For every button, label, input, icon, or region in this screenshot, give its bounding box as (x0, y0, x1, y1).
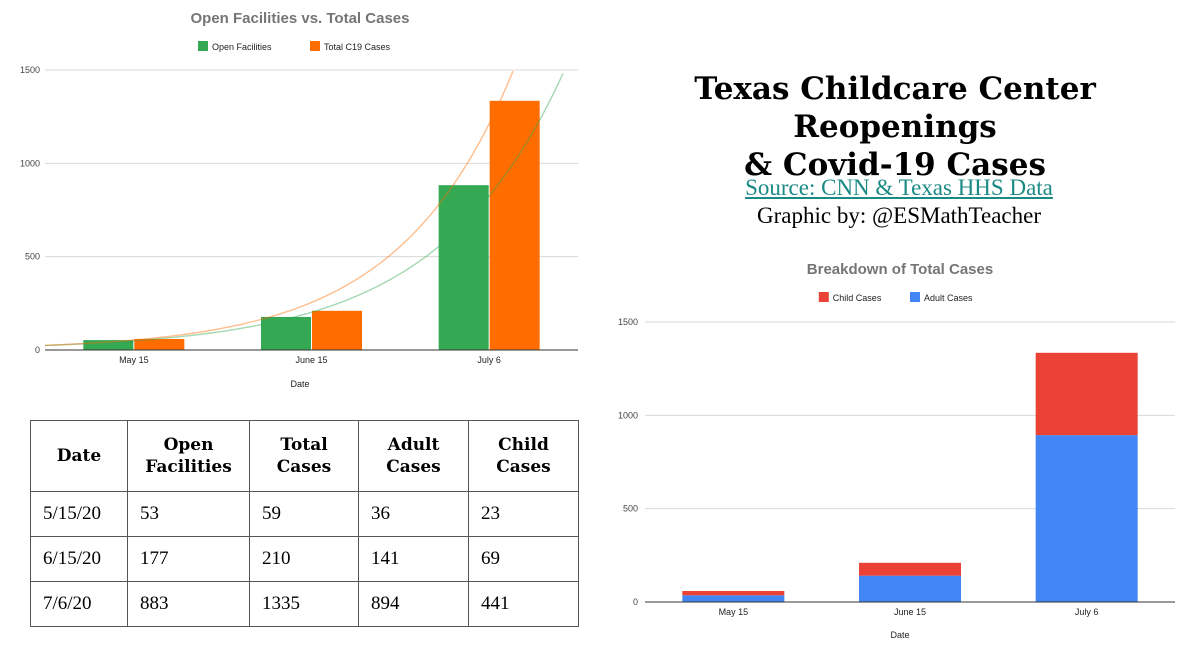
bar (83, 340, 134, 350)
x-tick-label: May 15 (719, 607, 749, 617)
y-tick-label: 500 (623, 504, 638, 514)
source-link[interactable]: Source: CNN & Texas HHS Data (745, 175, 1053, 200)
chart-title: Breakdown of Total Cases (807, 261, 993, 278)
legend-swatch (910, 292, 920, 302)
headline-line-1: Texas Childcare Center Reopenings (694, 71, 1096, 145)
graphic-credit: Graphic by: @ESMathTeacher (757, 203, 1041, 228)
legend-label: Child Cases (833, 293, 882, 303)
bar (1035, 435, 1138, 602)
cell-adult-cases: 36 (358, 491, 469, 537)
y-tick-label: 1500 (618, 317, 638, 327)
x-tick-label: June 15 (894, 607, 926, 617)
bar (682, 595, 785, 602)
legend-label: Open Facilities (212, 42, 272, 52)
legend-swatch (310, 41, 320, 51)
header-child-cases: Child Cases (468, 420, 579, 492)
cases-table: Date Open Facilities Total Cases Adult Case… (30, 420, 579, 627)
cell-open-facilities: 53 (127, 491, 250, 537)
trendline (44, 70, 514, 347)
x-axis-label: Date (290, 379, 309, 389)
table-row: 7/6/20 883 1335 894 441 (30, 581, 579, 627)
bar (312, 310, 362, 350)
bar (859, 575, 961, 602)
table-header-row: Date Open Facilities Total Cases Adult Case… (30, 420, 579, 492)
y-tick-label: 0 (633, 597, 638, 607)
y-tick-label: 500 (25, 252, 40, 262)
legend-swatch (198, 41, 208, 51)
x-tick-label: May 15 (119, 355, 149, 365)
cell-open-facilities: 177 (127, 536, 250, 582)
cell-child-cases: 23 (468, 491, 579, 537)
y-tick-label: 1000 (20, 158, 40, 168)
table-row: 6/15/20 177 210 141 69 (30, 536, 579, 582)
headline: Texas Childcare Center Reopenings & Covi… (600, 70, 1190, 184)
header-total-cases: Total Cases (249, 420, 359, 492)
bar (682, 590, 785, 596)
cell-total-cases: 59 (249, 491, 359, 537)
bar (859, 562, 961, 576)
bar (134, 338, 185, 350)
x-axis-label: Date (890, 630, 909, 640)
cell-adult-cases: 894 (358, 581, 469, 627)
chart-title: Open Facilities vs. Total Cases (191, 10, 410, 27)
cell-open-facilities: 883 (127, 581, 250, 627)
y-tick-label: 1500 (20, 65, 40, 75)
cell-child-cases: 69 (468, 536, 579, 582)
cell-date: 6/15/20 (30, 536, 128, 582)
cell-total-cases: 210 (249, 536, 359, 582)
x-tick-label: July 6 (477, 355, 501, 365)
trendline (44, 73, 564, 347)
bar (438, 185, 489, 350)
cell-date: 7/6/20 (30, 581, 128, 627)
cell-child-cases: 441 (468, 581, 579, 627)
cell-total-cases: 1335 (249, 581, 359, 627)
headline-line-2: & Covid-19 Cases (744, 147, 1046, 183)
breakdown-of-total-cases-chart: Breakdown of Total Cases Child Cases Adult… (618, 261, 1175, 640)
header-open-facilities: Open Facilities (127, 420, 250, 492)
header-adult-cases: Adult Cases (358, 420, 469, 492)
y-tick-label: 1000 (618, 410, 638, 420)
open-facilities-vs-total-cases-chart: Open Facilities vs. Total Cases Open Faci… (20, 10, 578, 389)
bar (1035, 352, 1138, 436)
table-row: 5/15/20 53 59 36 23 (30, 491, 579, 537)
y-tick-label: 0 (35, 345, 40, 355)
legend-label: Total C19 Cases (324, 42, 391, 52)
x-tick-label: June 15 (295, 355, 327, 365)
bar (489, 100, 540, 350)
header-date: Date (30, 420, 128, 492)
cell-date: 5/15/20 (30, 491, 128, 537)
bar (261, 316, 311, 350)
cell-adult-cases: 141 (358, 536, 469, 582)
legend-swatch (818, 292, 829, 302)
legend-label: Adult Cases (924, 293, 973, 303)
x-tick-label: July 6 (1075, 607, 1099, 617)
